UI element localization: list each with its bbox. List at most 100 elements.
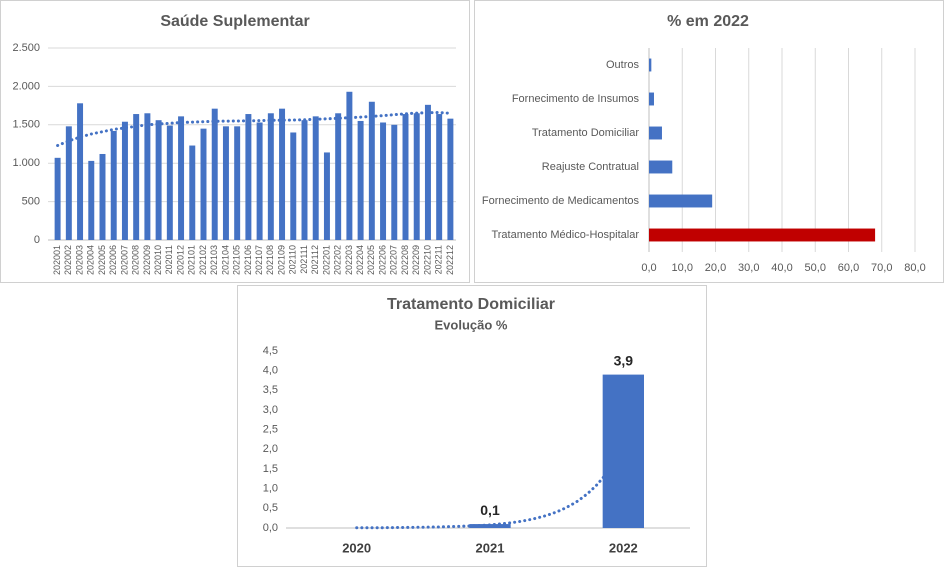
x-tick-label: 0,0 xyxy=(641,262,656,274)
x-tick-label: 20,0 xyxy=(705,262,726,274)
y-tick-label: Tratamento Médico-Hospitalar xyxy=(491,229,639,241)
x-tick-label: 60,0 xyxy=(838,262,859,274)
bar xyxy=(189,145,196,240)
y-tick-label: Outros xyxy=(606,59,640,71)
y-tick-label: Fornecimento de Medicamentos xyxy=(482,195,640,207)
chart-title: Tratamento Domiciliar xyxy=(387,296,555,313)
x-tick-label: 202001 xyxy=(52,245,62,275)
x-tick-label: 202002 xyxy=(63,245,73,275)
bar xyxy=(447,118,454,240)
x-tick-label: 202011 xyxy=(164,245,174,274)
bar xyxy=(121,121,128,240)
x-tick-label: 202010 xyxy=(153,245,163,275)
y-tick-label: 500 xyxy=(22,196,40,208)
y-tick-label: 1,5 xyxy=(263,463,278,475)
x-tick-label: 202108 xyxy=(265,245,275,275)
bar xyxy=(402,114,409,240)
chart-title: % em 2022 xyxy=(667,13,749,30)
x-tick-label: 202112 xyxy=(310,245,320,274)
bar xyxy=(166,125,173,240)
bar xyxy=(649,58,652,72)
x-tick-label: 10,0 xyxy=(672,262,693,274)
bar xyxy=(312,116,319,240)
x-tick-label: 202103 xyxy=(209,245,219,275)
x-tick-label: 202205 xyxy=(366,245,376,275)
bar xyxy=(54,157,61,240)
value-label: 0,1 xyxy=(480,502,500,518)
x-tick-label: 202012 xyxy=(175,245,185,275)
bar xyxy=(178,116,185,240)
x-tick-label: 202102 xyxy=(198,245,208,275)
y-tick-label: Reajuste Contratual xyxy=(542,161,639,173)
x-tick-label: 202005 xyxy=(97,245,107,275)
bar xyxy=(279,108,286,240)
x-tick-label: 202211 xyxy=(434,245,444,274)
x-tick-label: 202209 xyxy=(411,245,421,275)
x-tick-label: 202004 xyxy=(86,245,96,275)
y-tick-label: 1.500 xyxy=(12,119,40,131)
bar xyxy=(200,128,207,240)
bar xyxy=(368,101,375,240)
bar xyxy=(144,113,151,240)
x-tick-label: 2020 xyxy=(342,540,371,555)
x-tick-label: 202208 xyxy=(400,245,410,275)
y-tick-label: 0 xyxy=(34,234,40,246)
x-tick-label: 80,0 xyxy=(904,262,925,274)
x-tick-label: 202009 xyxy=(142,245,152,275)
bar xyxy=(110,130,117,240)
bar xyxy=(346,91,353,240)
x-tick-label: 2022 xyxy=(609,540,638,555)
y-tick-label: 2.500 xyxy=(12,42,40,54)
y-tick-label: 1.000 xyxy=(12,157,40,169)
bar xyxy=(649,92,654,106)
bar xyxy=(256,122,263,240)
bar xyxy=(380,122,387,240)
x-tick-label: 202003 xyxy=(74,245,84,275)
bar xyxy=(222,126,229,240)
x-tick-label: 202204 xyxy=(355,245,365,275)
bar xyxy=(335,113,342,240)
x-tick-label: 2021 xyxy=(476,540,505,555)
y-tick-label: Fornecimento de Insumos xyxy=(512,93,640,105)
x-tick-label: 202212 xyxy=(445,245,455,275)
bar xyxy=(65,126,72,240)
x-tick-label: 202106 xyxy=(243,245,253,275)
bar xyxy=(245,114,252,240)
bar xyxy=(267,113,274,240)
x-tick-label: 50,0 xyxy=(805,262,826,274)
bar xyxy=(99,153,106,240)
x-tick-label: 202006 xyxy=(108,245,118,275)
bar xyxy=(469,524,511,528)
y-tick-label: 0,0 xyxy=(263,522,278,534)
x-tick-label: 202101 xyxy=(187,245,197,275)
x-tick-label: 202007 xyxy=(119,245,129,275)
x-tick-label: 40,0 xyxy=(771,262,792,274)
chart-subtitle: Evolução % xyxy=(435,317,508,332)
y-tick-label: 4,0 xyxy=(263,365,278,377)
y-tick-label: 2,0 xyxy=(263,443,278,455)
bar xyxy=(391,124,398,240)
x-tick-label: 202109 xyxy=(276,245,286,275)
x-tick-label: 30,0 xyxy=(738,262,759,274)
bar xyxy=(290,132,297,240)
y-tick-label: 1,0 xyxy=(263,483,278,495)
bar xyxy=(88,160,95,240)
x-tick-label: 202203 xyxy=(344,245,354,275)
bar xyxy=(234,126,241,240)
trend-line xyxy=(56,110,452,147)
x-tick-label: 202008 xyxy=(131,245,141,275)
bar xyxy=(649,160,673,174)
y-tick-label: 3,5 xyxy=(263,384,278,396)
bar xyxy=(77,103,84,241)
bar xyxy=(602,374,644,528)
bar xyxy=(649,126,662,140)
bar xyxy=(649,228,876,242)
x-tick-label: 202105 xyxy=(232,245,242,275)
x-tick-label: 202202 xyxy=(333,245,343,275)
chart-title: Saúde Suplementar xyxy=(160,13,309,30)
bar xyxy=(357,120,364,240)
x-tick-label: 70,0 xyxy=(871,262,892,274)
bar xyxy=(436,114,443,240)
bar xyxy=(413,113,420,240)
